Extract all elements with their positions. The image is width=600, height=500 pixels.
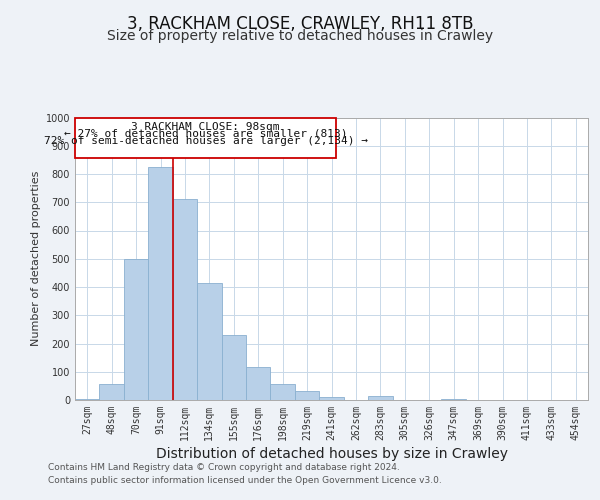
Text: 3 RACKHAM CLOSE: 98sqm: 3 RACKHAM CLOSE: 98sqm bbox=[131, 122, 280, 132]
Bar bbox=[100, 384, 124, 400]
Text: 72% of semi-detached houses are larger (2,134) →: 72% of semi-detached houses are larger (… bbox=[44, 136, 368, 146]
Text: 3, RACKHAM CLOSE, CRAWLEY, RH11 8TB: 3, RACKHAM CLOSE, CRAWLEY, RH11 8TB bbox=[127, 15, 473, 33]
Bar bbox=[197, 283, 221, 400]
Text: Contains public sector information licensed under the Open Government Licence v3: Contains public sector information licen… bbox=[48, 476, 442, 485]
Bar bbox=[319, 397, 344, 400]
Bar bbox=[75, 398, 100, 400]
Bar bbox=[173, 200, 197, 400]
Bar bbox=[295, 390, 319, 400]
Bar bbox=[246, 366, 271, 400]
Bar bbox=[148, 167, 173, 400]
Y-axis label: Number of detached properties: Number of detached properties bbox=[31, 171, 41, 346]
Bar bbox=[124, 259, 148, 400]
Bar bbox=[442, 398, 466, 400]
Text: Contains HM Land Registry data © Crown copyright and database right 2024.: Contains HM Land Registry data © Crown c… bbox=[48, 462, 400, 471]
Text: Size of property relative to detached houses in Crawley: Size of property relative to detached ho… bbox=[107, 29, 493, 43]
Bar bbox=[221, 335, 246, 400]
Bar bbox=[75, 118, 337, 158]
Bar bbox=[368, 396, 392, 400]
X-axis label: Distribution of detached houses by size in Crawley: Distribution of detached houses by size … bbox=[155, 447, 508, 461]
Bar bbox=[271, 384, 295, 400]
Text: ← 27% of detached houses are smaller (813): ← 27% of detached houses are smaller (81… bbox=[64, 129, 347, 139]
